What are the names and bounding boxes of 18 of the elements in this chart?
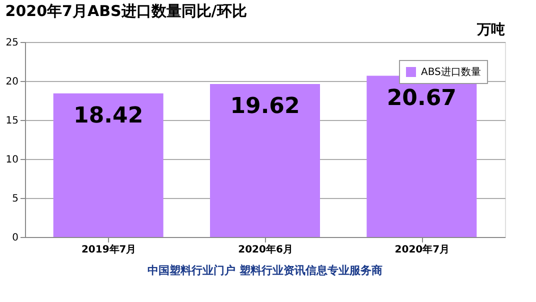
- x-tick-label: 2020年6月: [238, 244, 293, 256]
- legend-label: ABS进口数量: [421, 66, 481, 78]
- y-tick-label: 15: [6, 116, 18, 126]
- data-label: 18.42: [74, 103, 144, 128]
- y-tick-label: 10: [6, 154, 18, 166]
- x-tick-label: 2019年7月: [81, 244, 136, 256]
- text: 中国塑料行业门户 塑料行业资讯信息专业服务商: [148, 264, 382, 277]
- data-label: 20.67: [386, 86, 456, 111]
- y-tick-label: 0: [12, 232, 18, 244]
- y-tick-label: 20: [6, 76, 18, 88]
- bar: [210, 84, 320, 237]
- chart-title: 2020年7月ABS进口数量同比/环比: [5, 2, 247, 20]
- data-label: 19.62: [230, 94, 300, 119]
- y-tick-label: 5: [12, 194, 18, 204]
- bar: [53, 93, 164, 237]
- y-tick-label: 25: [6, 38, 18, 48]
- y-axis-title: 万吨: [476, 22, 505, 38]
- x-tick-label: 2020年7月: [394, 244, 450, 256]
